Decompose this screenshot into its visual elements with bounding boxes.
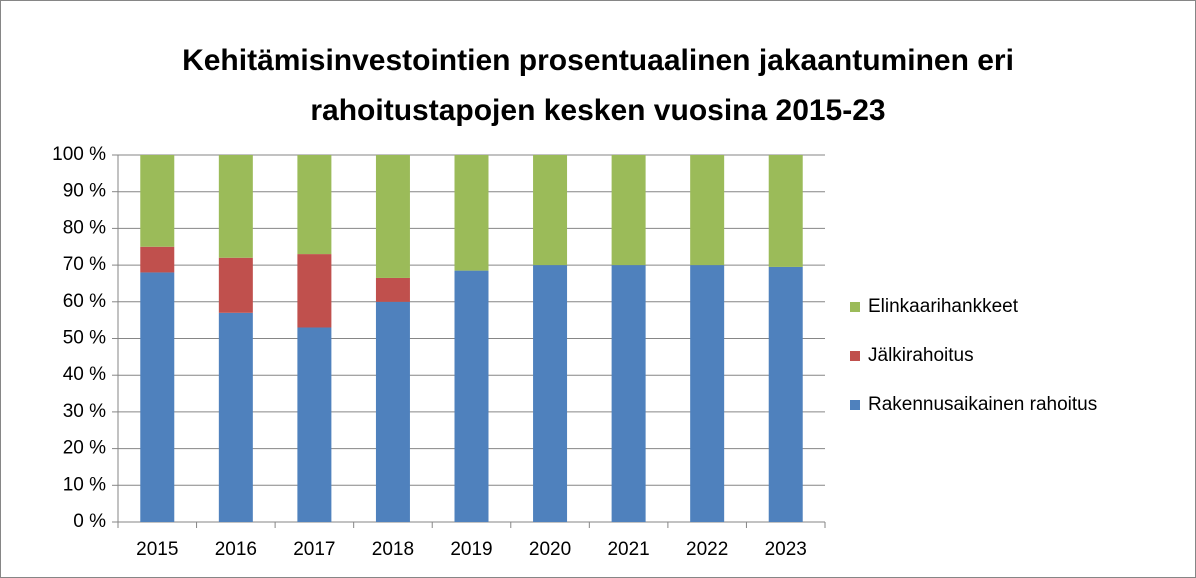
legend-swatch: [850, 351, 860, 361]
legend-label: Rakennusaikainen rahoitus: [868, 394, 1097, 415]
bar-segment: [454, 155, 489, 271]
bar-segment: [768, 266, 803, 522]
chart-title: Kehitämisinvestointien prosentuaalinen j…: [182, 44, 1014, 77]
x-tick-label: 2018: [372, 539, 414, 560]
x-tick-label: 2017: [293, 539, 335, 560]
bar-segment: [297, 254, 332, 328]
y-tick-label: 60 %: [63, 291, 106, 312]
bar-segment: [690, 155, 725, 266]
y-tick-label: 20 %: [63, 438, 106, 459]
x-tick-label: 2021: [607, 539, 649, 560]
legend-swatch: [850, 400, 860, 410]
x-tick-label: 2016: [215, 539, 257, 560]
bar-segment: [297, 155, 332, 255]
y-tick-label: 0 %: [73, 511, 106, 532]
x-tick-label: 2023: [765, 539, 807, 560]
y-tick-label: 10 %: [63, 474, 106, 495]
legend-swatch: [850, 302, 860, 312]
y-tick-label: 40 %: [63, 364, 106, 385]
bar-segment: [140, 272, 175, 522]
bar-segment: [533, 155, 568, 266]
y-tick-label: 80 %: [63, 217, 106, 238]
bar-segment: [454, 270, 489, 522]
y-tick-label: 50 %: [63, 328, 106, 349]
y-tick-label: 100 %: [52, 144, 106, 165]
x-tick-label: 2015: [136, 539, 178, 560]
bar-segment: [768, 155, 803, 267]
bar-segment: [218, 312, 253, 522]
bar-segment: [140, 246, 175, 273]
bar-segment: [218, 155, 253, 258]
bar-segment: [375, 277, 410, 302]
chart-title: rahoitustapojen kesken vuosina 2015-23: [310, 94, 885, 127]
bar-segment: [690, 265, 725, 522]
x-tick-label: 2022: [686, 539, 728, 560]
bar-segment: [218, 257, 253, 313]
bar-segment: [375, 155, 410, 278]
bar-segment: [140, 155, 175, 247]
bar-segment: [611, 155, 646, 266]
y-tick-label: 90 %: [63, 181, 106, 202]
x-tick-label: 2019: [450, 539, 492, 560]
bar-segment: [297, 327, 332, 522]
bar-segment: [375, 301, 410, 522]
legend-label: Jälkirahoitus: [868, 345, 974, 366]
legend-label: Elinkaarihankkeet: [868, 296, 1019, 317]
bar-segment: [611, 265, 646, 522]
bar-segment: [533, 265, 568, 522]
y-tick-label: 70 %: [63, 254, 106, 275]
x-tick-label: 2020: [529, 539, 571, 560]
y-tick-label: 30 %: [63, 401, 106, 422]
